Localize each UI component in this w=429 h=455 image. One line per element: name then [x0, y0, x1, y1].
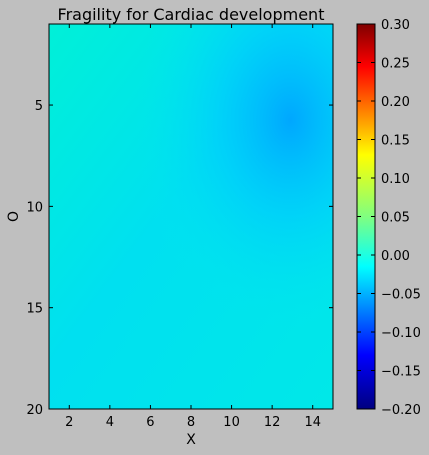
y-axis-label: O [6, 211, 22, 222]
colorbar-tick-label: 0.30 [381, 18, 410, 33]
y-tick-label: 10 [26, 200, 43, 215]
x-tick-label: 8 [187, 415, 195, 430]
colorbar-tick-label: −0.20 [381, 403, 421, 418]
colorbar-ticks: 0.30 0.25 0.20 0.15 0.10 0.05 0.00 −0.05 −0.10 −0… [357, 18, 421, 418]
heatmap-cold-region [49, 24, 333, 409]
x-tick-label: 4 [106, 415, 114, 430]
colorbar-tick-label: 0.10 [381, 172, 410, 187]
colorbar-tick-label: 0.20 [381, 95, 410, 110]
x-axis: 2 4 6 8 10 12 14 [65, 24, 321, 430]
chart-title: Fragility for Cardiac development [58, 5, 325, 24]
colorbar-tick-label: −0.15 [381, 365, 421, 380]
colorbar-tick-label: −0.10 [381, 326, 421, 341]
colorbar-tick-label: 0.25 [381, 57, 410, 72]
colorbar-tick-label: 0.05 [381, 211, 410, 226]
x-tick-label: 6 [146, 415, 154, 430]
x-tick-label: 10 [223, 415, 240, 430]
x-tick-label: 2 [65, 415, 73, 430]
x-tick-label: 14 [304, 415, 321, 430]
y-axis: 5 10 15 20 [26, 99, 333, 418]
y-tick-label: 20 [26, 403, 43, 418]
y-tick-label: 5 [35, 99, 43, 114]
colorbar-tick-label: 0.00 [381, 249, 410, 264]
colorbar-tick-label: −0.05 [381, 288, 421, 303]
plot-area [49, 24, 333, 409]
y-tick-label: 15 [26, 302, 43, 317]
colorbar-tick-label: 0.15 [381, 134, 410, 149]
x-tick-label: 12 [264, 415, 281, 430]
heatmap-hot-region [120, 24, 333, 62]
x-axis-label: X [186, 432, 196, 448]
